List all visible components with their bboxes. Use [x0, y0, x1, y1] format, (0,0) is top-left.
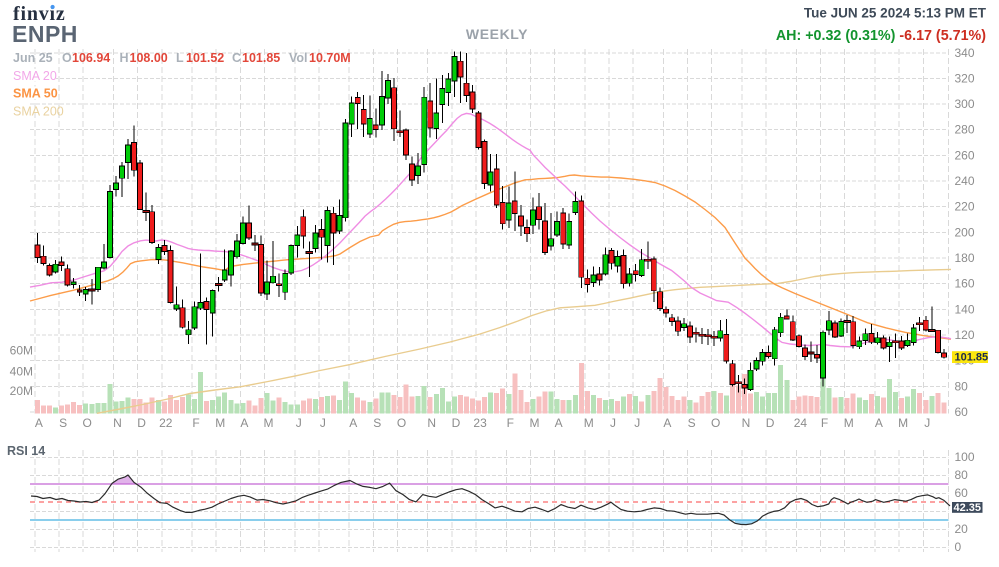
svg-text:SMA 200: SMA 200: [13, 105, 64, 119]
svg-text:RSI 14: RSI 14: [7, 444, 45, 458]
svg-text:60: 60: [955, 405, 969, 419]
svg-text:60M: 60M: [10, 344, 33, 358]
svg-text:22: 22: [159, 416, 173, 430]
svg-text:D: D: [766, 416, 775, 430]
svg-text:M: M: [844, 416, 854, 430]
svg-text:D: D: [137, 416, 146, 430]
svg-text:320: 320: [955, 71, 975, 85]
svg-text:A: A: [875, 416, 883, 430]
svg-text:O: O: [83, 416, 92, 430]
svg-text:240: 240: [955, 174, 975, 188]
svg-text:60: 60: [955, 486, 969, 500]
svg-text:O: O: [62, 51, 72, 65]
svg-text:O: O: [397, 416, 406, 430]
svg-text:Tue JUN 25 2024 5:13 PM ET: Tue JUN 25 2024 5:13 PM ET: [804, 6, 987, 21]
svg-text:120: 120: [955, 328, 975, 342]
svg-text:80: 80: [955, 379, 969, 393]
svg-text:108.00: 108.00: [130, 51, 168, 65]
svg-text:A: A: [240, 416, 248, 430]
svg-text:S: S: [373, 416, 381, 430]
svg-text:160: 160: [955, 277, 975, 291]
svg-text:M: M: [530, 416, 540, 430]
svg-text:L: L: [176, 51, 184, 65]
svg-text:10.70M: 10.70M: [309, 51, 351, 65]
svg-text:N: N: [113, 416, 122, 430]
svg-text:N: N: [427, 416, 436, 430]
svg-text:Jun 25: Jun 25: [13, 51, 53, 65]
svg-text:N: N: [742, 416, 751, 430]
svg-text:Vol: Vol: [289, 51, 308, 65]
svg-text:S: S: [59, 416, 67, 430]
svg-text:M: M: [264, 416, 274, 430]
svg-text:106.94: 106.94: [72, 51, 110, 65]
svg-text:200: 200: [955, 225, 975, 239]
svg-text:101.85: 101.85: [242, 51, 280, 65]
svg-text:0: 0: [955, 540, 962, 554]
svg-text:AH: +0.32 (0.31%) -6.17 (5.71%: AH: +0.32 (0.31%) -6.17 (5.71%): [776, 28, 986, 44]
svg-text:O: O: [711, 416, 720, 430]
svg-text:A: A: [35, 416, 43, 430]
svg-text:WEEKLY: WEEKLY: [466, 26, 528, 42]
svg-text:J: J: [320, 416, 326, 430]
svg-text:F: F: [192, 416, 199, 430]
svg-text:220: 220: [955, 200, 975, 214]
svg-text:80: 80: [955, 468, 969, 482]
svg-text:40M: 40M: [10, 364, 33, 378]
svg-text:260: 260: [955, 148, 975, 162]
svg-text:20M: 20M: [10, 384, 33, 398]
svg-text:SMA 20: SMA 20: [13, 69, 57, 83]
svg-text:101.85: 101.85: [955, 352, 989, 364]
svg-text:A: A: [663, 416, 671, 430]
svg-text:SMA 50: SMA 50: [13, 87, 58, 101]
svg-text:42.35: 42.35: [954, 502, 982, 514]
svg-text:ENPH: ENPH: [12, 21, 78, 47]
svg-text:24: 24: [794, 416, 808, 430]
svg-text:340: 340: [955, 46, 975, 60]
svg-text:280: 280: [955, 123, 975, 137]
svg-text:23: 23: [473, 416, 487, 430]
svg-text:M: M: [215, 416, 225, 430]
svg-text:A: A: [555, 416, 563, 430]
svg-text:H: H: [120, 51, 129, 65]
svg-text:J: J: [924, 416, 930, 430]
svg-text:S: S: [688, 416, 696, 430]
svg-text:140: 140: [955, 302, 975, 316]
svg-text:100: 100: [955, 450, 975, 464]
svg-text:C: C: [232, 51, 241, 65]
svg-text:M: M: [584, 416, 594, 430]
svg-text:180: 180: [955, 251, 975, 265]
svg-text:J: J: [610, 416, 616, 430]
svg-text:20: 20: [955, 522, 969, 536]
svg-text:D: D: [452, 416, 461, 430]
svg-text:A: A: [349, 416, 357, 430]
svg-text:M: M: [898, 416, 908, 430]
svg-text:300: 300: [955, 97, 975, 111]
svg-text:F: F: [507, 416, 514, 430]
svg-text:F: F: [821, 416, 828, 430]
svg-text:J: J: [296, 416, 302, 430]
svg-text:101.52: 101.52: [186, 51, 224, 65]
svg-text:J: J: [634, 416, 640, 430]
